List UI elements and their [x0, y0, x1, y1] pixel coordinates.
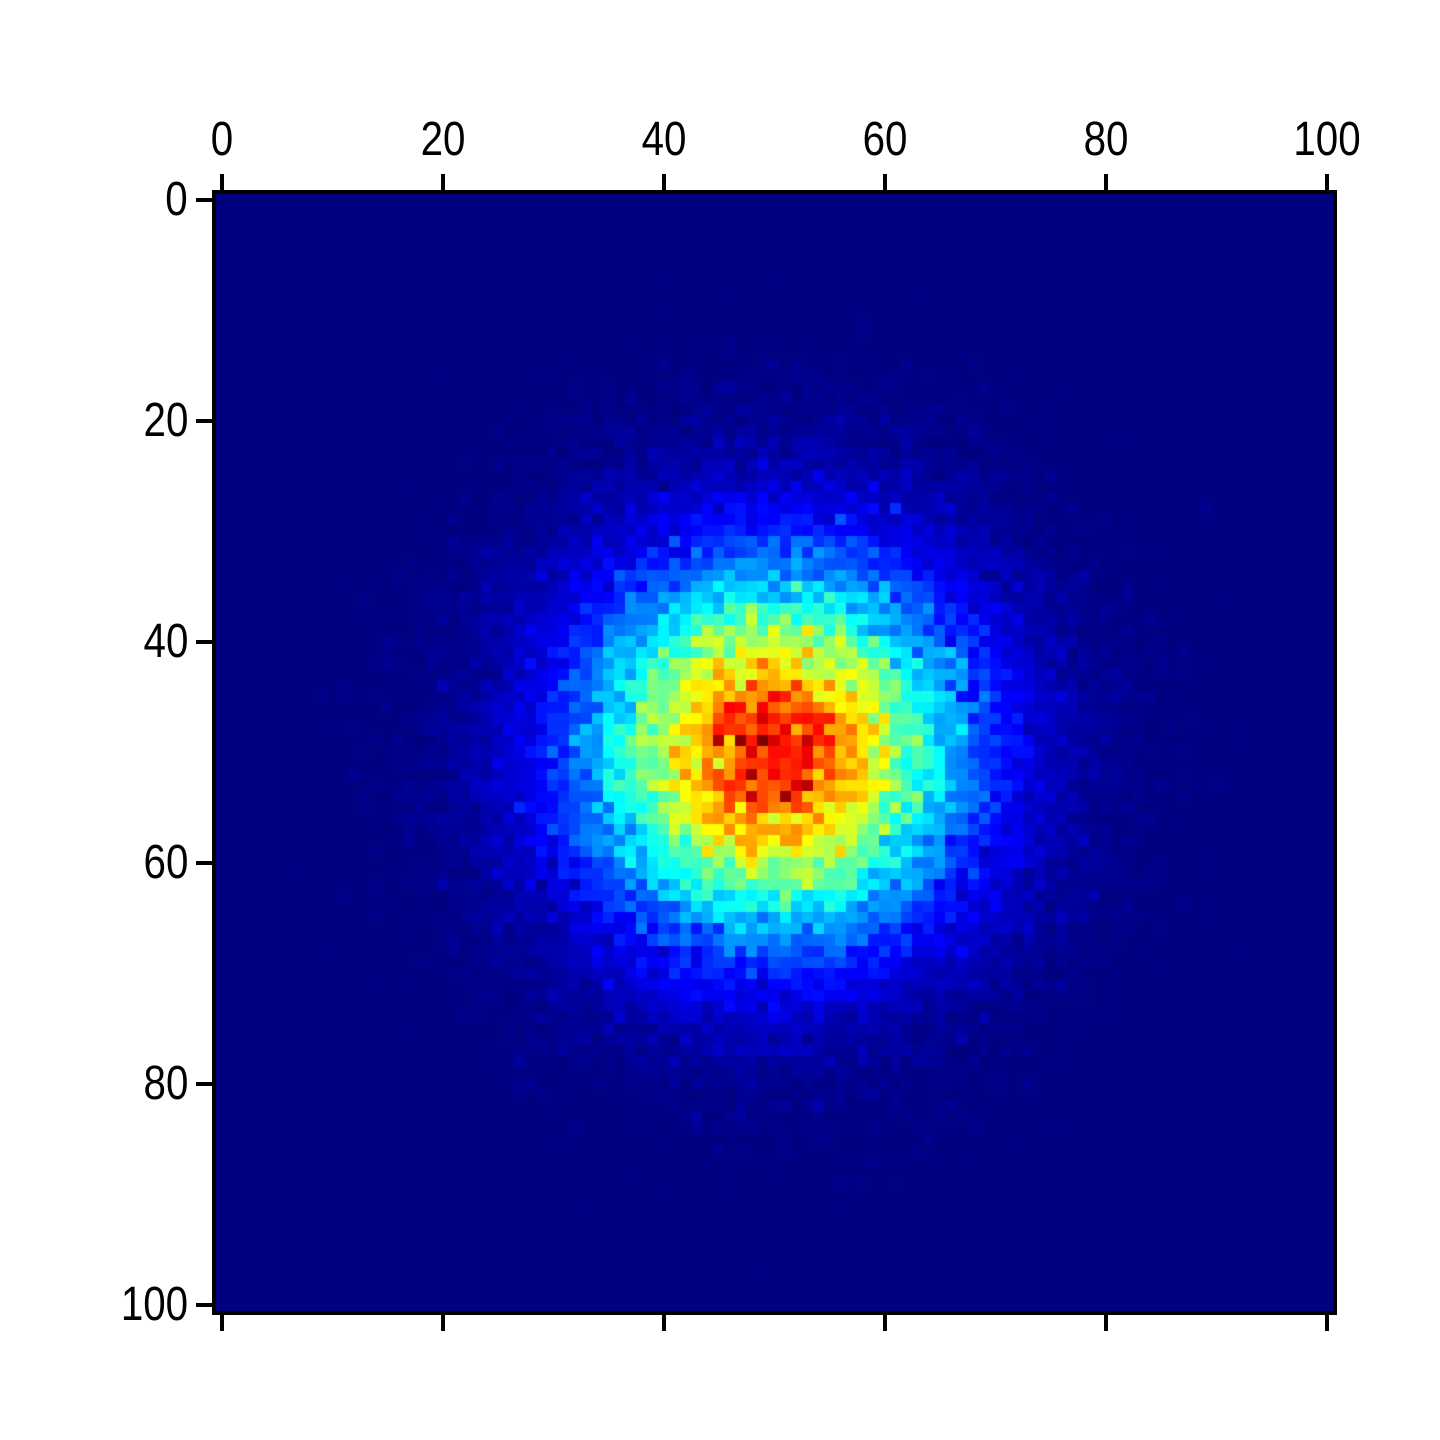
y-tick-label: 0 [165, 172, 188, 226]
y-tick-label: 80 [143, 1057, 188, 1111]
y-tick-mark-left [196, 1082, 212, 1087]
x-tick-mark-bottom [1325, 1315, 1330, 1331]
x-tick-mark-bottom [661, 1315, 666, 1331]
x-tick-label: 20 [420, 113, 466, 166]
x-tick-mark-bottom [1104, 1315, 1109, 1331]
x-tick-label: 40 [641, 113, 687, 166]
y-tick-label: 60 [143, 836, 188, 890]
x-tick-mark-bottom [883, 1315, 888, 1331]
y-tick-mark-left [196, 1303, 212, 1308]
y-tick-mark-left [196, 861, 212, 866]
y-tick-mark-left [196, 639, 212, 644]
y-tick-label: 100 [120, 1278, 188, 1332]
x-tick-label: 60 [862, 113, 908, 166]
x-tick-mark-bottom [219, 1315, 224, 1331]
x-tick-mark-top [1325, 174, 1330, 190]
y-tick-label: 20 [143, 393, 188, 447]
heatmap-plot [212, 190, 1337, 1315]
x-tick-mark-bottom [440, 1315, 445, 1331]
x-tick-label: 80 [1083, 113, 1129, 166]
x-tick-label: 0 [210, 113, 233, 166]
y-tick-mark-left [196, 418, 212, 423]
x-tick-mark-top [219, 174, 224, 190]
x-tick-mark-top [661, 174, 666, 190]
x-tick-mark-top [440, 174, 445, 190]
heatmap-canvas [216, 194, 1333, 1311]
y-tick-label: 40 [143, 614, 188, 668]
x-tick-label: 100 [1293, 113, 1362, 166]
y-tick-mark-left [196, 197, 212, 202]
x-tick-mark-top [883, 174, 888, 190]
x-tick-mark-top [1104, 174, 1109, 190]
